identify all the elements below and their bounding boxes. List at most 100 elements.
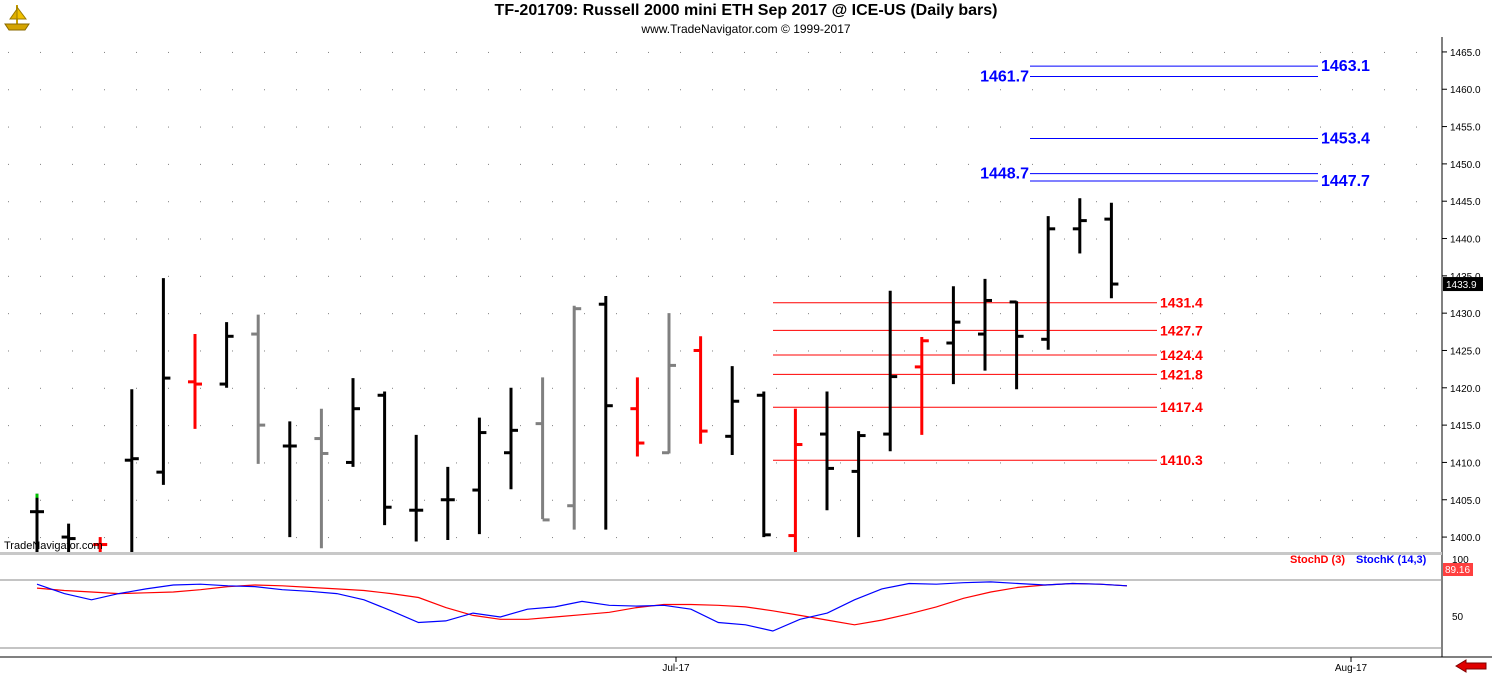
price-levels: 1463.1 1461.7 1453.4 1448.7 1447.7 1431.4 1427… <box>773 58 1370 468</box>
grid-dot <box>616 275 617 277</box>
grid-dot <box>1032 313 1033 315</box>
grid-dot <box>1256 51 1257 53</box>
grid-dot <box>296 51 297 53</box>
grid-dot <box>424 350 425 352</box>
grid-dot <box>776 51 777 53</box>
grid-dot <box>1320 499 1321 501</box>
grid-dot <box>872 499 873 501</box>
grid-dot <box>1416 387 1417 389</box>
grid-dot <box>1192 201 1193 203</box>
red-left-arrow-icon[interactable] <box>1454 659 1488 673</box>
red-level-label: 1431.4 <box>1160 295 1203 311</box>
grid-dot <box>1352 51 1353 53</box>
grid-dot <box>1000 201 1001 203</box>
grid-dot <box>520 425 521 427</box>
grid-dot <box>72 126 73 128</box>
grid-dot <box>616 89 617 91</box>
grid-dot <box>264 163 265 165</box>
grid-dot <box>680 201 681 203</box>
grid-dot <box>360 313 361 315</box>
grid-dot <box>552 51 553 53</box>
grid-dot <box>872 163 873 165</box>
grid-dot <box>1288 350 1289 352</box>
grid-dot <box>456 537 457 539</box>
grid-dot <box>328 275 329 277</box>
grid-dot <box>328 51 329 53</box>
grid-dot <box>200 313 201 315</box>
grid-dot <box>1288 387 1289 389</box>
grid-dot <box>1352 313 1353 315</box>
grid-dot <box>1160 89 1161 91</box>
grid-dot <box>1192 275 1193 277</box>
grid-dot <box>936 313 937 315</box>
grid-dot <box>648 425 649 427</box>
grid-dot <box>1224 238 1225 240</box>
grid-dot <box>712 313 713 315</box>
grid-dot <box>1064 238 1065 240</box>
grid-dot <box>744 350 745 352</box>
grid-dot <box>1352 89 1353 91</box>
price-tick-label: 1460.0 <box>1450 85 1481 96</box>
grid-dot <box>1352 275 1353 277</box>
grid-dot <box>968 462 969 464</box>
price-tick-label: 1465.0 <box>1450 48 1481 59</box>
grid-dot <box>232 201 233 203</box>
ohlc-bar <box>788 408 803 552</box>
grid-dot <box>1128 51 1129 53</box>
grid-dot <box>968 238 969 240</box>
grid-dot <box>136 537 137 539</box>
grid-dot <box>1288 238 1289 240</box>
grid-dot <box>1096 163 1097 165</box>
grid-dot <box>1160 425 1161 427</box>
grid-dot <box>936 275 937 277</box>
grid-dot <box>488 425 489 427</box>
grid-dot <box>584 51 585 53</box>
grid-dot <box>968 51 969 53</box>
grid-dot <box>392 387 393 389</box>
grid-dot <box>1224 313 1225 315</box>
grid-dot <box>1000 163 1001 165</box>
grid-dot <box>584 387 585 389</box>
grid-dot <box>968 537 969 539</box>
grid-dot <box>40 201 41 203</box>
grid-dot <box>1128 275 1129 277</box>
grid-dot <box>264 126 265 128</box>
grid-dot <box>200 163 201 165</box>
grid-dot <box>328 387 329 389</box>
grid-dot <box>776 387 777 389</box>
grid-dot <box>744 499 745 501</box>
grid-dot <box>104 425 105 427</box>
grid-dot <box>488 89 489 91</box>
grid-dot <box>520 201 521 203</box>
grid-dot <box>488 462 489 464</box>
grid-dot <box>1256 89 1257 91</box>
grid-dot <box>296 499 297 501</box>
time-axis-bg <box>0 658 1442 677</box>
grid-dot <box>520 275 521 277</box>
grid-dot <box>1032 537 1033 539</box>
grid-dot <box>1256 238 1257 240</box>
price-tick-label: 1410.0 <box>1450 458 1481 469</box>
grid-dot <box>1384 350 1385 352</box>
grid-dot <box>136 126 137 128</box>
grid-dot <box>1064 163 1065 165</box>
time-x-axis: Jul-17 Aug-17 <box>0 656 1492 677</box>
grid-dot <box>1000 126 1001 128</box>
grid-dot <box>104 499 105 501</box>
grid-dot <box>1192 462 1193 464</box>
grid-dot <box>264 89 265 91</box>
grid-dot <box>1160 126 1161 128</box>
grid-dot <box>296 350 297 352</box>
grid-dot <box>776 275 777 277</box>
grid-dot <box>616 537 617 539</box>
grid-dot <box>232 313 233 315</box>
red-level-label: 1424.4 <box>1160 347 1203 363</box>
grid-dot <box>72 238 73 240</box>
last-price-box <box>1443 277 1483 292</box>
grid-dot <box>360 462 361 464</box>
grid-dot <box>1288 313 1289 315</box>
grid-dot <box>328 499 329 501</box>
grid-dot <box>776 499 777 501</box>
grid-dot <box>584 126 585 128</box>
grid-dot <box>1000 313 1001 315</box>
